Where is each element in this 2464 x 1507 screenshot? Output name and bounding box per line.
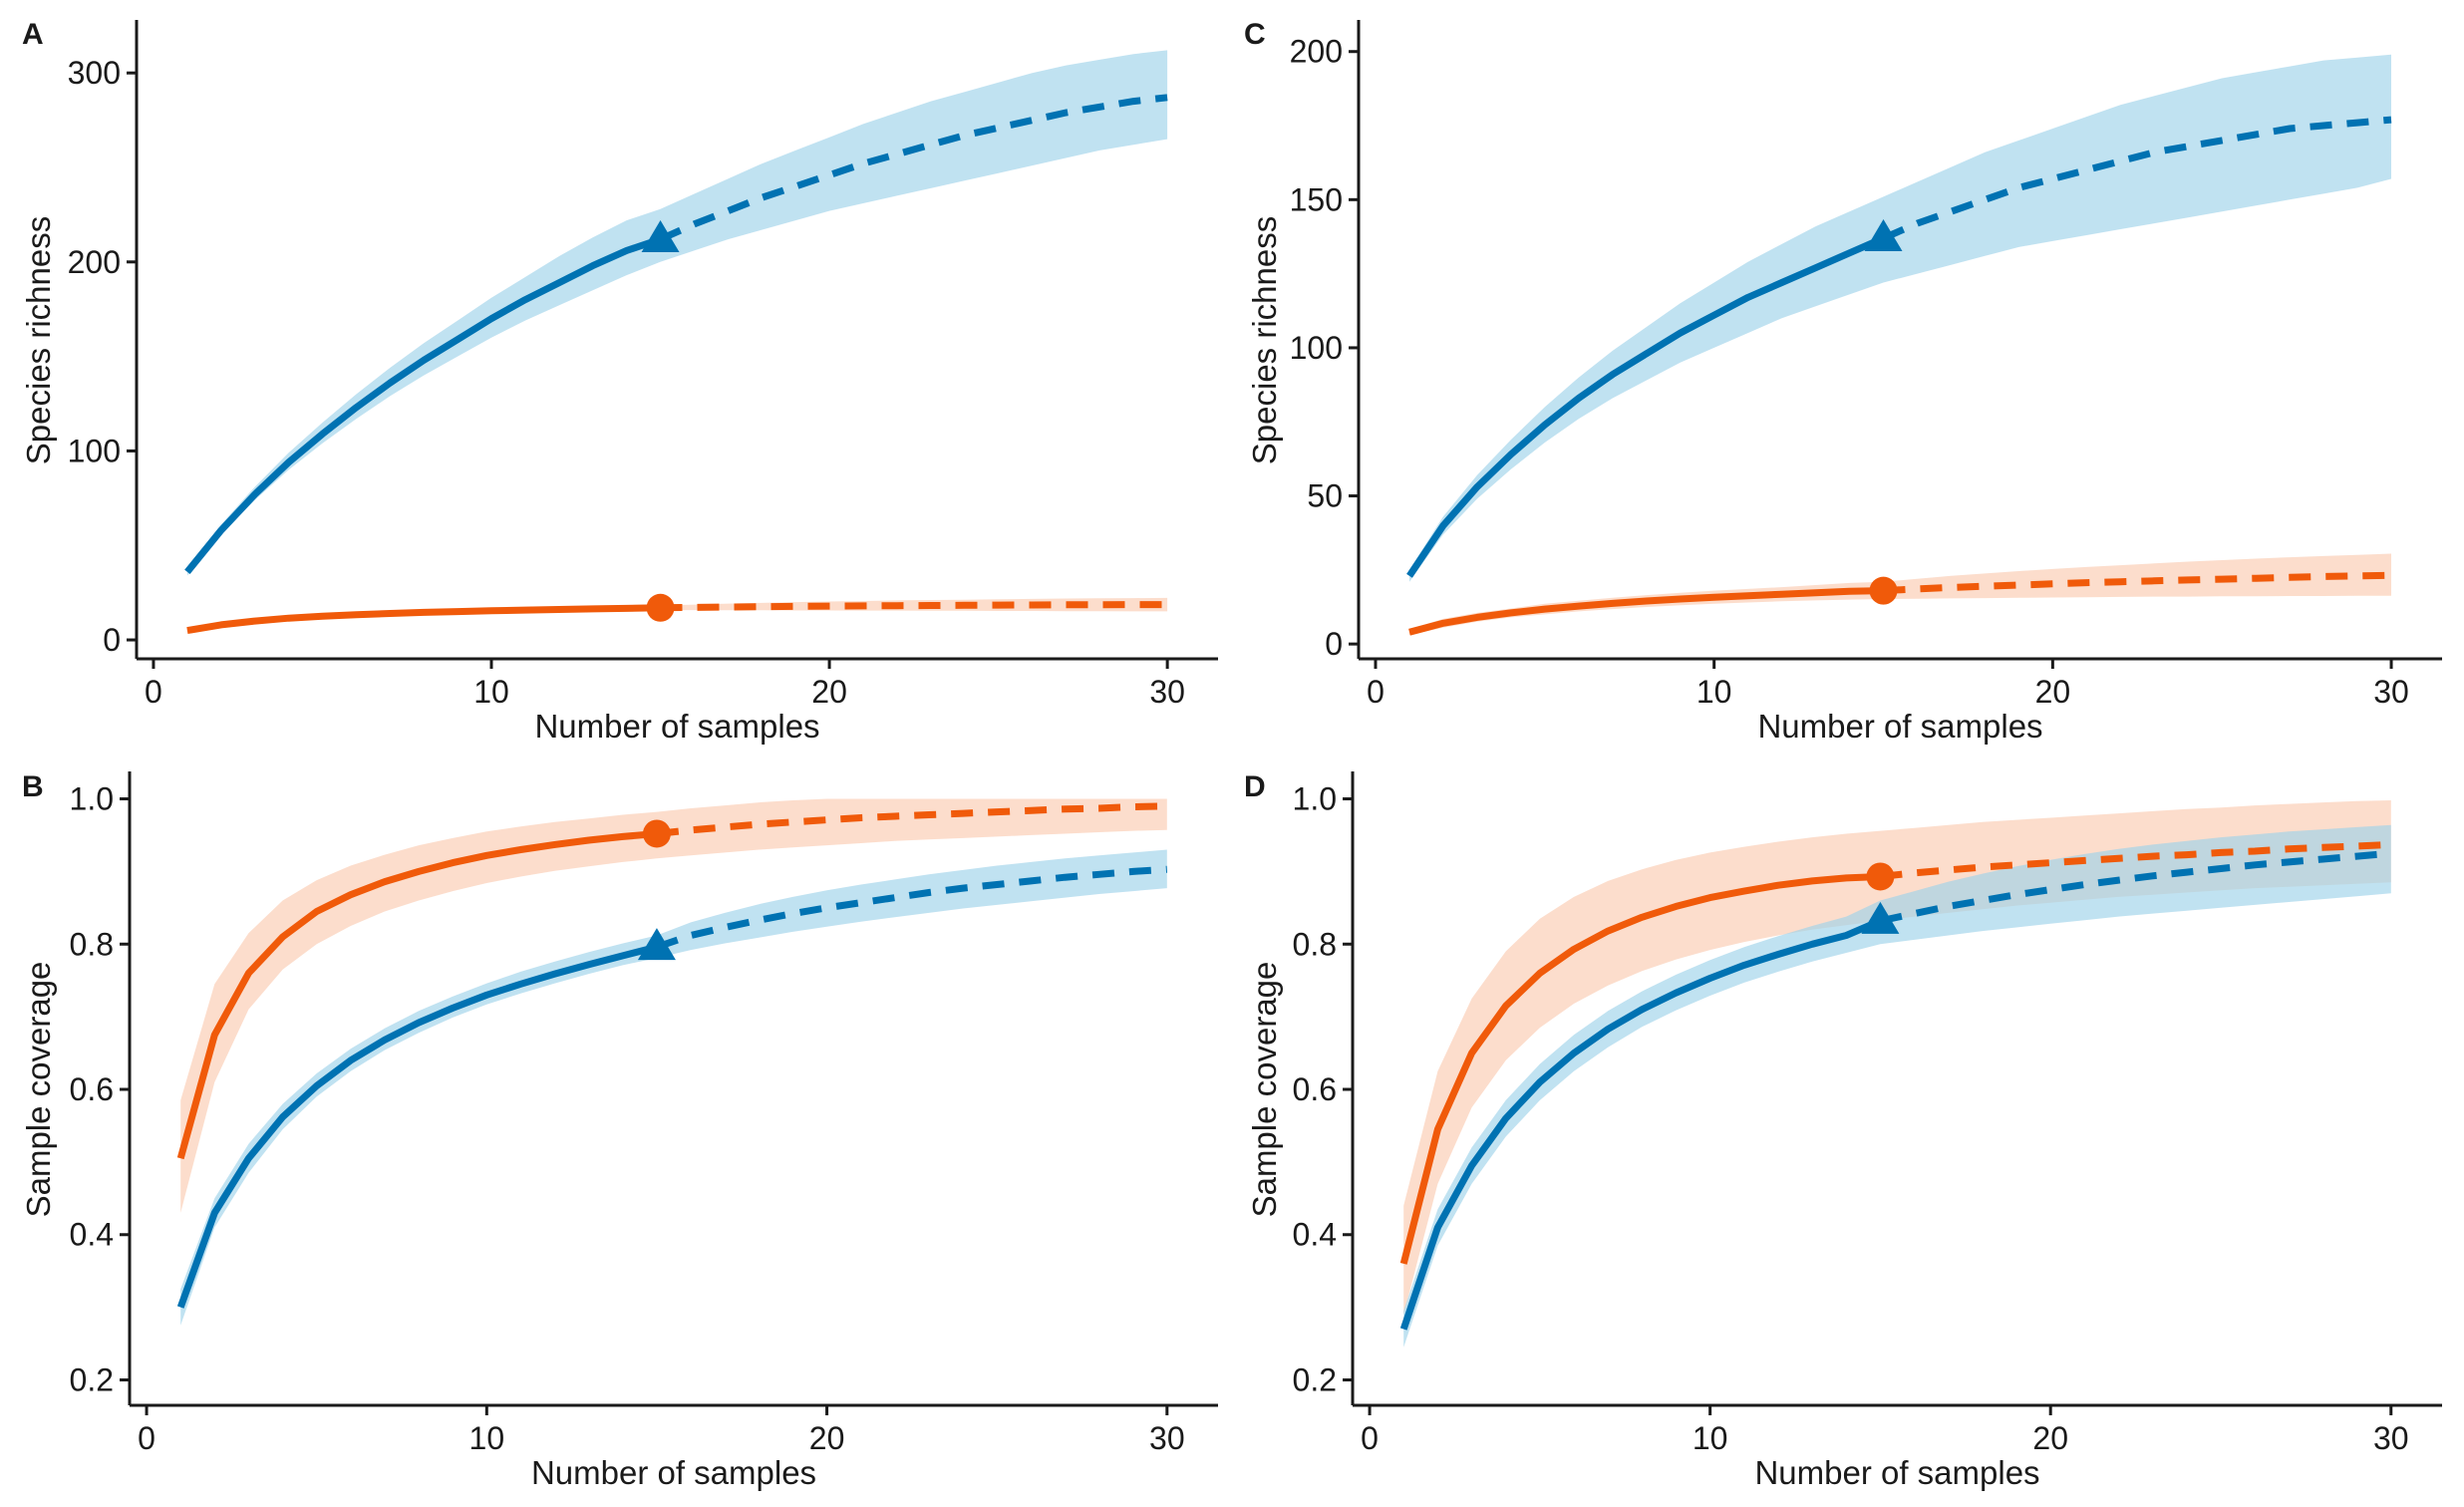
x-tick-label: 20 (809, 1420, 845, 1456)
x-tick-label: 30 (2373, 674, 2409, 710)
y-tick-label: 300 (68, 55, 121, 91)
y-tick-label: 200 (68, 244, 121, 280)
x-tick-label: 30 (2373, 1420, 2409, 1456)
x-axis-title: Number of samples (1754, 1454, 2039, 1491)
extrapolated-line-blue (655, 865, 1168, 951)
x-tick-label: 20 (811, 674, 847, 710)
observed-marker-orange (646, 593, 675, 622)
observed-marker-orange (1869, 576, 1898, 605)
y-tick-label: 0.6 (1293, 1071, 1337, 1107)
y-tick-label: 0.8 (1293, 926, 1337, 962)
panel-d: 0 10 20 30 0.2 0.4 0.6 0.8 1.0 Number of samples S… (1244, 770, 2442, 1491)
extrapolated-line-blue (1882, 116, 2392, 242)
x-tick-label: 30 (1149, 1420, 1185, 1456)
panel-letter: A (22, 18, 44, 51)
y-tick-label: 1.0 (1293, 781, 1337, 817)
interpolated-line-orange (1399, 873, 1881, 1265)
confidence-band-blue (186, 50, 1168, 576)
extrapolated-line-orange (1880, 840, 2391, 880)
panel-letter: C (1244, 18, 1266, 51)
x-tick-label: 0 (145, 674, 162, 710)
y-tick-label: 0.4 (70, 1217, 114, 1253)
y-axis-title: Species richness (20, 216, 57, 464)
y-tick-label: 200 (1290, 34, 1343, 70)
y-tick-label: 0 (103, 622, 121, 658)
y-tick-label: 50 (1307, 478, 1343, 514)
x-tick-label: 0 (1367, 674, 1385, 710)
x-axis-title: Number of samples (531, 1454, 816, 1491)
extrapolated-line-orange (656, 802, 1167, 837)
confidence-band-orange (180, 798, 1167, 1213)
interpolated-line-orange (186, 604, 661, 635)
interpolated-line-blue (1399, 917, 1882, 1331)
x-axis-title: Number of samples (534, 708, 819, 745)
observed-marker-blue (1861, 901, 1900, 934)
observed-marker-blue (637, 928, 676, 961)
observed-marker-orange (642, 819, 671, 848)
y-axis-title: Sample coverage (1246, 962, 1283, 1218)
interpolated-line-orange (1408, 587, 1884, 636)
x-tick-label: 10 (469, 1420, 505, 1456)
y-tick-label: 0.6 (70, 1071, 114, 1107)
y-tick-label: 0.2 (1293, 1361, 1337, 1397)
extrapolated-line-blue (1879, 849, 2392, 925)
interpolated-line-orange (176, 830, 658, 1160)
y-axis-title: Species richness (1246, 216, 1283, 464)
extrapolated-line-orange (1883, 571, 2392, 595)
extrapolated-line-orange (660, 601, 1168, 612)
x-axis-title: Number of samples (1757, 708, 2042, 745)
y-tick-label: 0 (1325, 626, 1343, 662)
interpolated-line-blue (1406, 234, 1885, 578)
x-tick-label: 30 (1149, 674, 1185, 710)
extrapolated-line-blue (659, 94, 1168, 243)
panel-letter: D (1244, 770, 1266, 803)
y-tick-label: 100 (1290, 330, 1343, 366)
observed-marker-blue (641, 220, 680, 253)
interpolated-line-blue (184, 235, 662, 575)
observed-marker-blue (1864, 218, 1903, 251)
y-tick-label: 0.2 (70, 1361, 114, 1397)
x-tick-label: 10 (1696, 674, 1732, 710)
x-tick-label: 20 (2032, 1420, 2068, 1456)
y-tick-label: 0.4 (1293, 1217, 1337, 1253)
x-tick-label: 20 (2035, 674, 2071, 710)
confidence-band-orange (1403, 800, 2391, 1315)
confidence-band-blue (1403, 824, 2391, 1348)
confidence-band-blue (1409, 54, 2391, 582)
x-tick-label: 0 (1361, 1420, 1379, 1456)
y-tick-label: 150 (1290, 181, 1343, 217)
x-tick-label: 10 (473, 674, 509, 710)
panel-letter: B (22, 770, 44, 803)
x-tick-label: 0 (138, 1420, 155, 1456)
y-tick-label: 1.0 (70, 781, 114, 817)
y-axis-title: Sample coverage (20, 962, 57, 1218)
panel-c: 0 10 20 30 0 50 100 150 200 Number of samples Spec… (1244, 18, 2442, 745)
confidence-band-orange (1409, 553, 2391, 636)
x-tick-label: 10 (1693, 1420, 1728, 1456)
panel-b: 0 10 20 30 0.2 0.4 0.6 0.8 1.0 Number of samples S… (20, 770, 1218, 1491)
y-tick-label: 100 (68, 433, 121, 468)
interpolated-line-blue (176, 943, 658, 1309)
observed-marker-orange (1866, 862, 1895, 891)
y-tick-label: 0.8 (70, 926, 114, 962)
